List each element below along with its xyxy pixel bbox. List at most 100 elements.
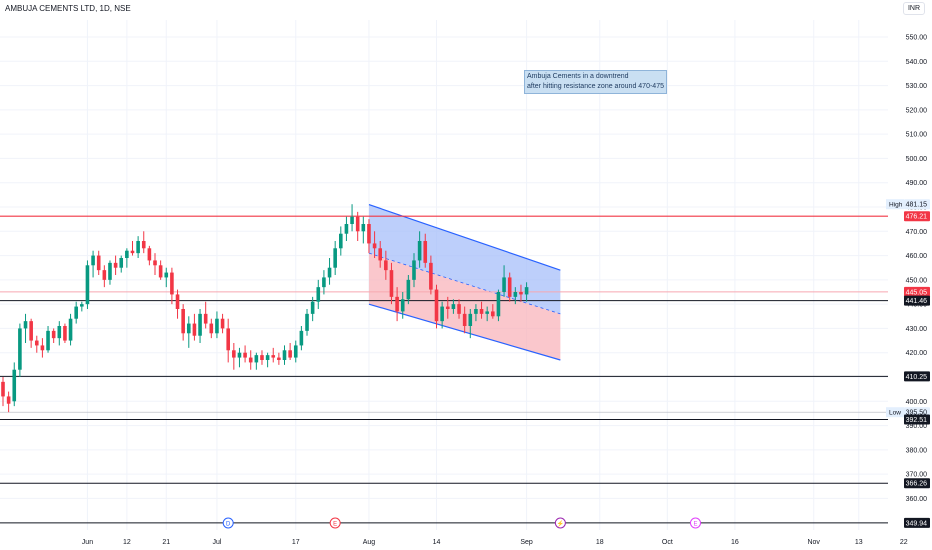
price-label-value: 441.46 (906, 298, 928, 305)
price-label-value: 392.51 (906, 417, 928, 424)
price-tick-label: 420.00 (906, 350, 928, 357)
annotation-line-1: Ambuja Cements in a downtrend (527, 73, 629, 80)
candle-body (384, 260, 388, 271)
candle-body (265, 355, 270, 360)
candle-body (277, 357, 281, 360)
low-value: 395.50 (906, 410, 928, 417)
candle-body (108, 262, 112, 280)
candle-body (310, 301, 315, 314)
annotation-line-2: after hitting resistance zone around 470… (527, 83, 664, 90)
price-tick-label: 490.00 (906, 180, 928, 187)
candle-body (237, 352, 242, 358)
candle-body (513, 292, 518, 297)
candle-body (63, 326, 67, 341)
candle-body (389, 270, 394, 297)
candle-body (327, 267, 332, 278)
candle-body (457, 304, 461, 314)
candle-body (378, 248, 383, 261)
candle-body (434, 289, 439, 322)
candle-body (524, 287, 529, 295)
candle-body (96, 255, 101, 271)
descending-channel (368, 204, 561, 361)
event-marker-label: D (226, 521, 231, 527)
candle-body (485, 311, 489, 314)
event-marker (689, 517, 701, 529)
price-tick-label: 370.00 (906, 472, 928, 479)
candle-body (226, 328, 230, 351)
candle-body (519, 292, 523, 295)
price-tick-label: 470.00 (906, 229, 928, 236)
price-label-value: 445.05 (906, 289, 928, 296)
candle-body (451, 304, 456, 309)
price-label-value: 349.94 (906, 520, 928, 527)
candle-body (507, 277, 512, 297)
candle-body (412, 260, 416, 280)
price-label-tag (904, 517, 930, 528)
candle-body (170, 272, 174, 295)
candle-body (220, 318, 225, 329)
candle-body (462, 313, 467, 326)
time-tick-label: 17 (292, 539, 300, 546)
time-tick-label: 16 (731, 539, 739, 546)
candle-body (293, 345, 298, 358)
candle-body (186, 323, 191, 334)
candle-body (164, 272, 169, 278)
candle-body (57, 326, 62, 339)
candle-body (198, 313, 202, 336)
candle-body (502, 277, 506, 292)
candle-body (440, 306, 444, 322)
candle-body (260, 355, 264, 360)
candle-body (12, 369, 17, 402)
currency-button[interactable]: INR (902, 2, 925, 15)
price-axis: 550.00 540.00 530.00 520.00 510.00 500.00 490.… (886, 0, 932, 550)
time-tick-label: 12 (123, 539, 131, 546)
candle-body (361, 224, 366, 232)
price-label-tag (904, 211, 930, 222)
candle-body (203, 313, 208, 324)
time-tick-label: Aug (363, 539, 376, 546)
time-tick-label: Oct (662, 539, 673, 546)
time-tick-label: Nov (807, 539, 820, 546)
candle-body (74, 306, 78, 319)
candle-body (248, 357, 253, 363)
candle-body (91, 255, 95, 266)
time-tick-label: Jul (212, 539, 221, 546)
candle-body (322, 277, 326, 288)
time-tick-label: 14 (433, 539, 441, 546)
time-axis: Jun1221Jul17Aug14Sep18Oct16Nov1322Dec (82, 539, 908, 546)
high-label-tag (886, 199, 904, 210)
candle-body (209, 323, 214, 334)
channel-upper-line (368, 204, 561, 271)
candle-body (367, 224, 371, 244)
high-tag (904, 199, 930, 210)
channel-lower-zone (368, 253, 561, 360)
candle-body (339, 233, 343, 249)
candle-body (417, 241, 422, 261)
candle-body (119, 258, 124, 268)
low-label-tag (886, 407, 904, 418)
channel-upper-zone (368, 204, 561, 314)
candle-body (1, 381, 5, 397)
candle-body (18, 328, 22, 370)
candle-body (136, 241, 140, 254)
candle-body (23, 321, 28, 329)
candle-body (181, 309, 185, 334)
price-tick-label: 390.00 (906, 423, 928, 430)
candle-body (333, 248, 337, 268)
price-tick-label: 460.00 (906, 253, 928, 260)
candle-body (445, 306, 450, 309)
candle-body (400, 299, 405, 312)
price-label-tag (904, 295, 930, 306)
candle-body (271, 355, 276, 358)
chart-annotation[interactable]: Ambuja Cements in a downtrend after hitt… (524, 70, 667, 94)
candle-body (158, 265, 163, 278)
candle-body (68, 318, 73, 341)
price-tick-label: 430.00 (906, 326, 928, 333)
price-tick-label: 360.00 (906, 496, 928, 503)
low-label: Low (889, 410, 901, 417)
price-label-tag (904, 371, 930, 382)
time-tick-label: 18 (596, 539, 604, 546)
candle-body (350, 216, 354, 224)
candle-body (468, 313, 473, 326)
